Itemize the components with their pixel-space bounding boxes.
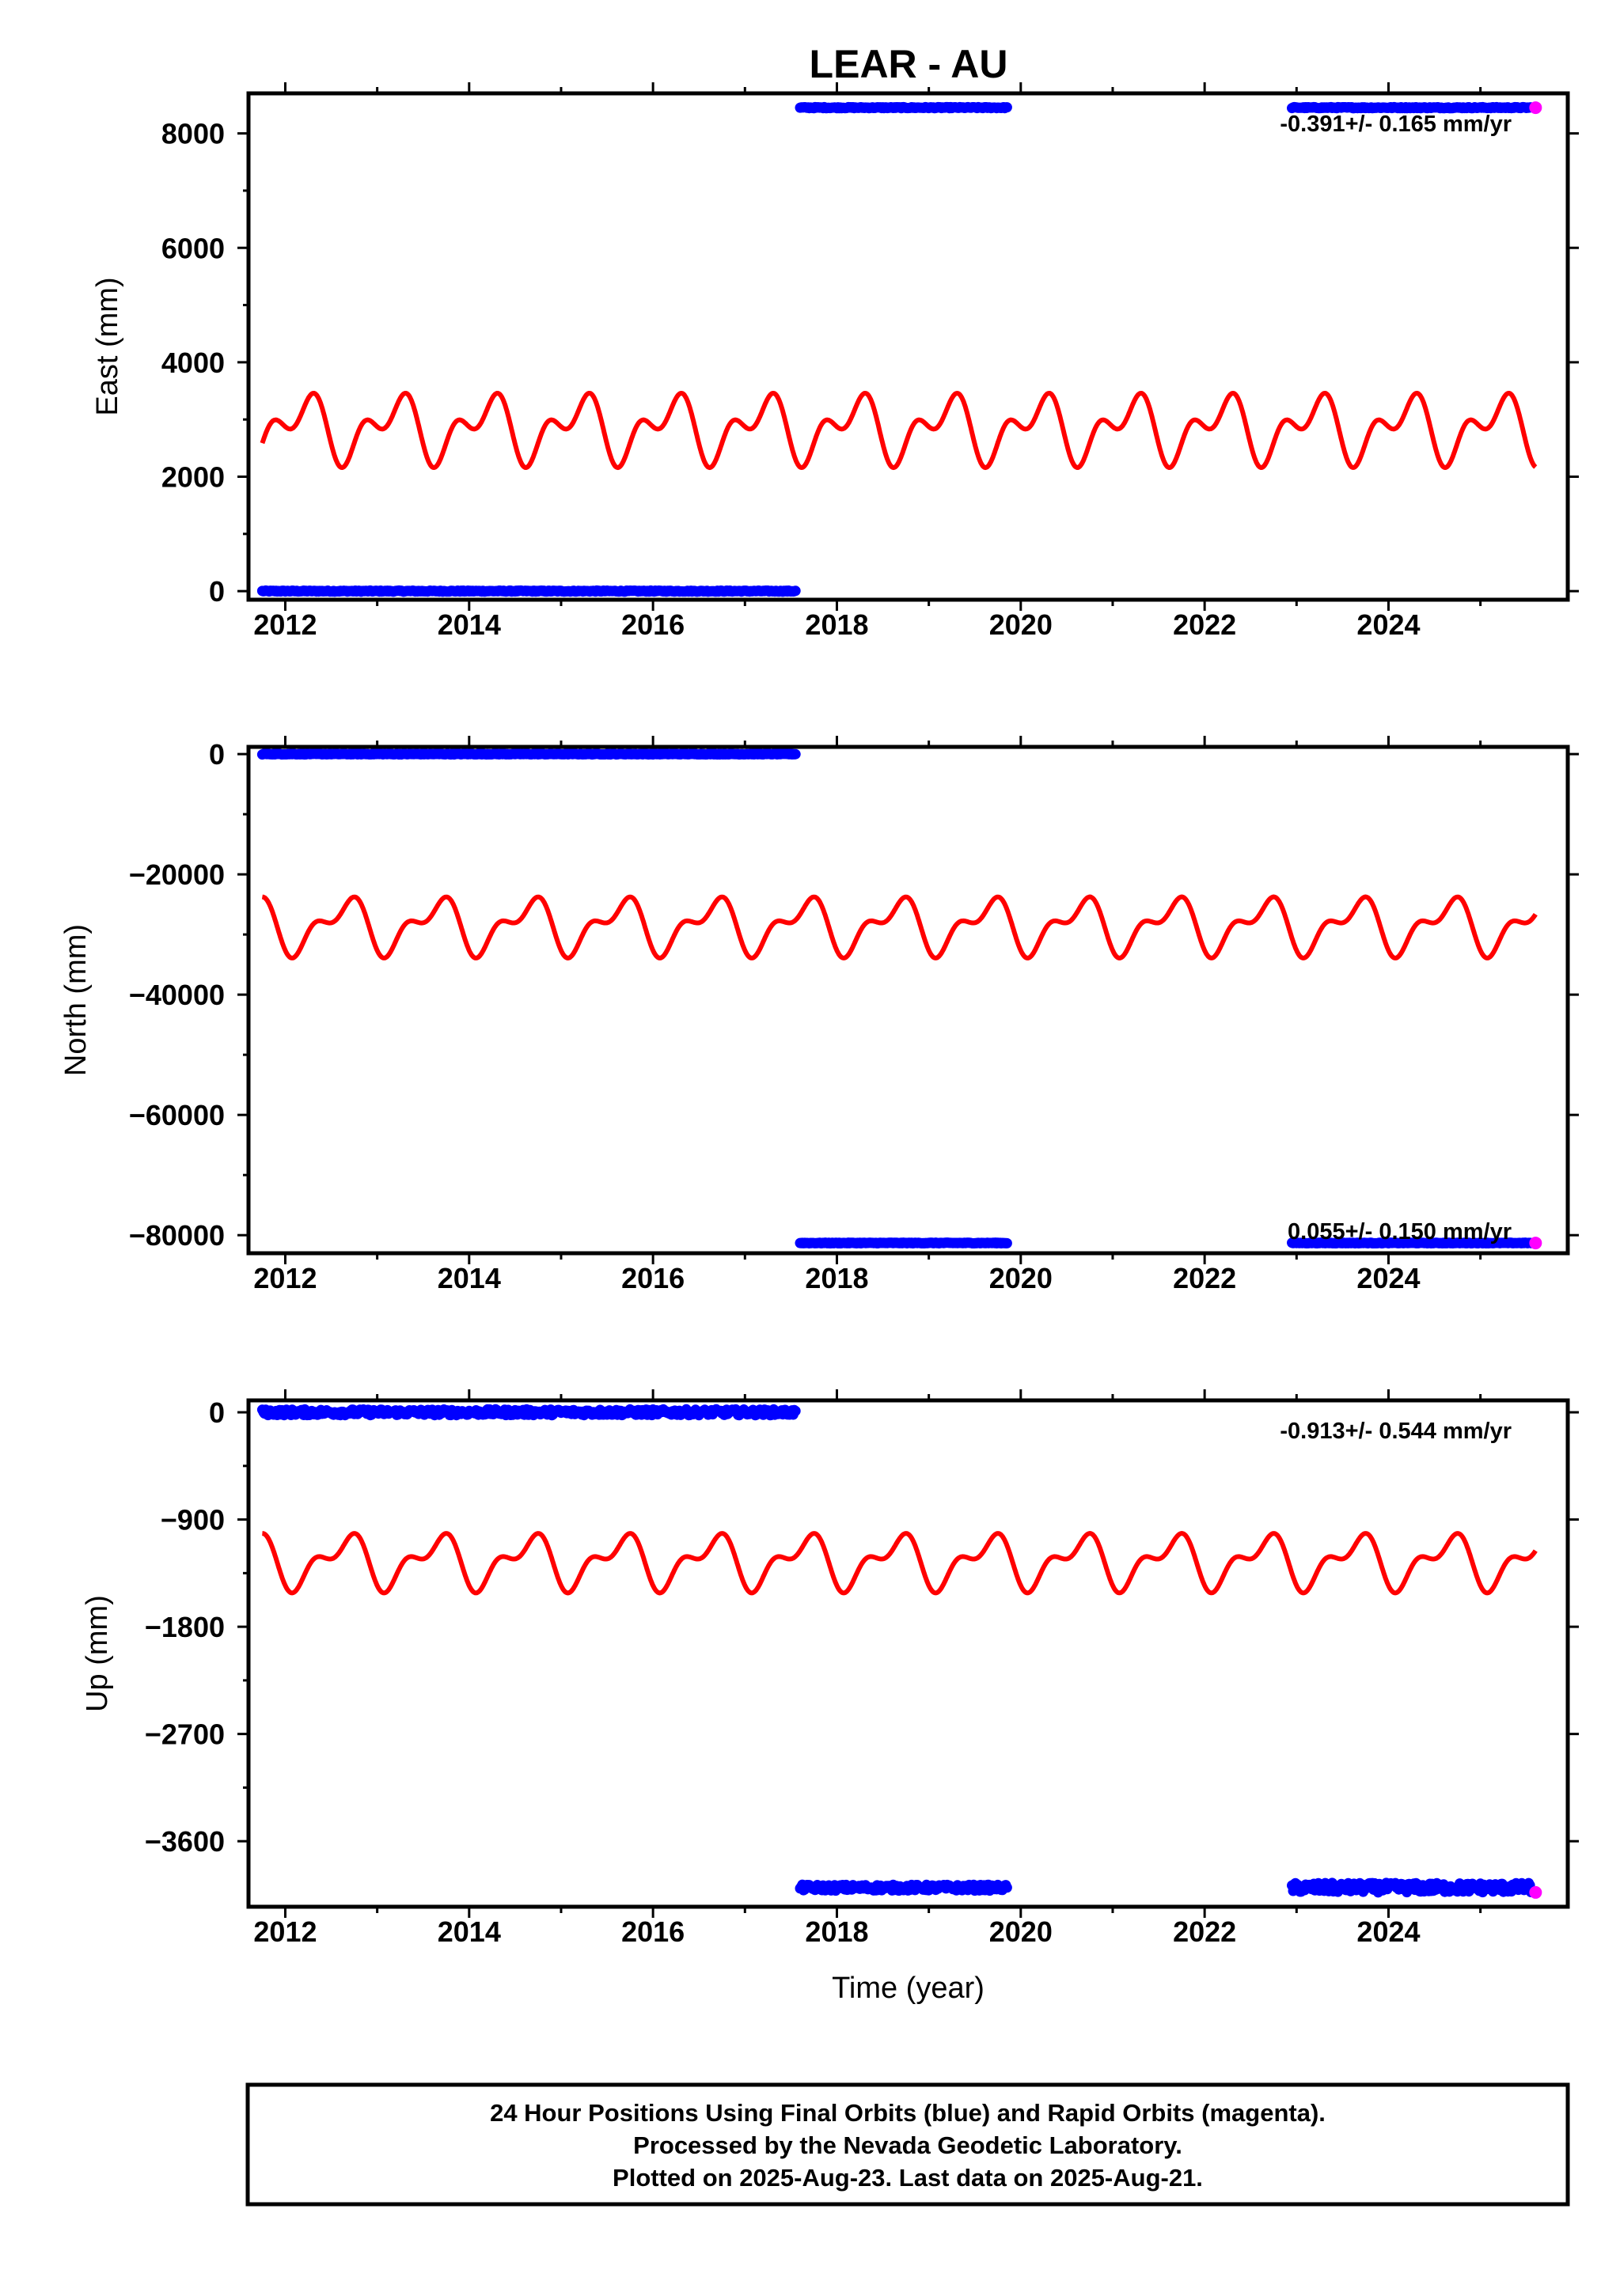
- x-tick-label: 2012: [253, 1915, 317, 1948]
- x-tick-label: 2018: [805, 1915, 868, 1948]
- rate-label: -0.391+/- 0.165 mm/yr: [1280, 112, 1512, 137]
- x-tick-label: 2018: [805, 608, 868, 641]
- y-axis-label: East (mm): [91, 277, 124, 415]
- x-tick-label: 2022: [1173, 1262, 1236, 1294]
- rapid-point: [1529, 1237, 1542, 1250]
- footer-line-2: Processed by the Nevada Geodetic Laborat…: [633, 2131, 1182, 2159]
- y-tick-label: −60000: [129, 1099, 225, 1131]
- rate-label: -0.913+/- 0.544 mm/yr: [1280, 1419, 1512, 1444]
- y-tick-label: 6000: [161, 232, 225, 264]
- y-tick-label: 4000: [161, 347, 225, 379]
- x-tick-label: 2024: [1356, 608, 1420, 641]
- footer-box: 24 Hour Positions Using Final Orbits (bl…: [245, 2082, 1570, 2207]
- plot-frame: [246, 1398, 1570, 1909]
- y-axis-label: Up (mm): [81, 1595, 114, 1712]
- panel-north: −80000 −60000 −40000 −20000 0 2012 2014 2016 201…: [59, 736, 1579, 1294]
- model-curve: [262, 1531, 1538, 1596]
- x-tick-label: 2014: [438, 1915, 501, 1948]
- data-layer-north: [256, 748, 1542, 1250]
- y-tick-label: −3600: [145, 1825, 225, 1858]
- y-tick-label: −2700: [145, 1718, 225, 1751]
- panel-up: −3600 −2700 −1800 −900 0 2012 2014 2016 2018 2020…: [81, 1389, 1579, 2005]
- y-tick-label: 0: [209, 738, 225, 771]
- chart-title: LEAR - AU: [810, 42, 1008, 86]
- footer-line-1: 24 Hour Positions Using Final Orbits (bl…: [490, 2099, 1326, 2127]
- x-tick-label: 2012: [253, 1262, 317, 1294]
- x-axis-label: Time (year): [832, 1972, 985, 2005]
- data-layer-up: [256, 1404, 1542, 1899]
- data-layer-east: [256, 101, 1542, 597]
- y-tick-label: −80000: [129, 1219, 225, 1252]
- y-axis-label: North (mm): [59, 924, 93, 1076]
- x-tick-label: 2016: [621, 1262, 685, 1294]
- y-tick-label: −900: [161, 1504, 225, 1536]
- x-tick-label: 2014: [438, 608, 501, 641]
- final-point: [790, 585, 801, 597]
- final-point: [1001, 1237, 1012, 1248]
- y-tick-label: 2000: [161, 461, 225, 494]
- x-tick-label: 2014: [438, 1262, 501, 1294]
- y-tick-label: −1800: [145, 1611, 225, 1643]
- final-point: [790, 748, 801, 760]
- model-curve: [261, 894, 1538, 960]
- y-tick-label: 0: [209, 575, 225, 608]
- x-tick-label: 2016: [621, 608, 685, 641]
- x-tick-label: 2022: [1173, 608, 1236, 641]
- final-point: [1001, 102, 1012, 113]
- rapid-point: [1529, 1885, 1542, 1899]
- x-tick-label: 2022: [1173, 1915, 1236, 1948]
- plot-frame: [246, 91, 1570, 602]
- x-tick-label: 2020: [989, 608, 1053, 641]
- model-curve: [260, 390, 1538, 471]
- y-tick-label: 8000: [161, 118, 225, 150]
- x-tick-label: 2020: [989, 1262, 1053, 1294]
- final-point: [790, 1405, 801, 1416]
- y-tick-label: −40000: [129, 979, 225, 1011]
- plot-frame: [246, 744, 1570, 1256]
- x-tick-label: 2012: [253, 608, 317, 641]
- x-tick-label: 2018: [805, 1262, 868, 1294]
- x-tick-label: 2024: [1356, 1262, 1420, 1294]
- x-tick-label: 2020: [989, 1915, 1053, 1948]
- footer-line-3: Plotted on 2025-Aug-23. Last data on 202…: [613, 2164, 1203, 2192]
- final-point: [1001, 1882, 1012, 1893]
- rate-label: 0.055+/- 0.150 mm/yr: [1288, 1219, 1512, 1245]
- y-tick-label: 0: [209, 1396, 225, 1429]
- y-tick-label: −20000: [129, 858, 225, 891]
- x-tick-label: 2016: [621, 1915, 685, 1948]
- rapid-point: [1529, 101, 1542, 115]
- panel-east: 0 2000 4000 6000 8000 2012 2014 2016 2018 2020 202…: [91, 82, 1579, 641]
- x-tick-label: 2024: [1356, 1915, 1420, 1948]
